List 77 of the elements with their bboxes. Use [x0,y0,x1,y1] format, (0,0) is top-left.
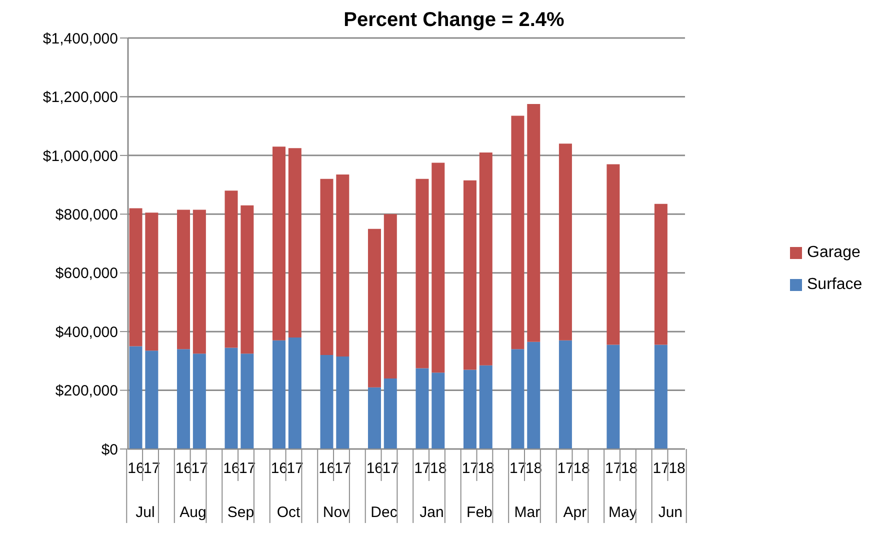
x-tick-label: 17 [382,460,399,477]
text: Jan [420,504,444,521]
x-tick-label: 17 [191,460,208,477]
text: Dec [370,504,398,521]
x-tick-label: 17 [414,460,431,477]
bar [145,212,158,351]
bar [511,116,524,350]
legend-label: Surface [807,276,862,294]
y-tick-label: $400,000 [55,324,118,341]
y-tick-label: $600,000 [55,265,118,282]
bar [479,365,492,449]
bar [240,205,254,354]
bar [192,210,206,354]
y-tick-label: $200,000 [55,382,118,400]
bar [432,372,445,449]
x-tick-label: 17 [286,460,304,477]
x-tick-label: 17 [557,460,574,477]
bar [558,144,572,340]
bar [177,349,190,449]
x-tick-label: 17 [144,460,160,477]
bar [336,174,350,357]
text: Nov [322,504,350,521]
bar [320,355,334,449]
bar [511,349,524,449]
bar [606,164,620,345]
x-tick-label: 17 [239,460,256,477]
bar [224,348,238,449]
text: Feb [466,504,492,521]
bar [336,356,350,449]
bar [224,190,238,348]
x-tick-label: 18 [668,460,686,477]
bar [527,104,540,342]
y-tick-label: $800,000 [55,206,118,224]
bar [606,344,620,449]
bar [654,204,668,345]
legend-label: Garage [807,244,860,262]
bar [272,340,286,449]
bar [145,350,158,449]
y-tick-label: $1,400,000 [42,30,118,48]
text: Apr [563,504,587,521]
bar [288,148,302,338]
bar [320,178,334,356]
text: Mar [514,504,540,521]
text: Aug [180,504,206,521]
bar [384,214,397,379]
bar [527,342,540,449]
bar [384,378,397,449]
bar [177,210,190,350]
bar [463,370,476,449]
x-tick-label: 17 [462,460,478,477]
bar [479,152,492,366]
y-tick-label: $0 [101,441,118,458]
bar [272,146,286,340]
bar [416,178,429,368]
chart-title: Percent Change = 2.4% [342,8,566,32]
bar [368,228,381,388]
bar [416,368,429,449]
bar [240,354,254,449]
bar [368,387,381,449]
text: May [608,504,638,521]
x-tick-label: 17 [334,460,352,477]
bar [129,208,142,346]
bar [288,337,302,449]
text: Sep [227,504,254,521]
x-tick-label: 17 [605,460,622,477]
bar [192,354,206,449]
text: Jun [658,504,683,521]
bar [432,162,445,373]
bar [129,346,142,449]
text: Jul [136,504,155,521]
y-tick-label: $1,000,000 [42,148,118,165]
bar [558,340,572,449]
bar [463,180,476,370]
text: Oct [276,504,301,521]
x-tick-label: 17 [652,460,670,477]
y-tick-label: $1,200,000 [42,89,118,106]
bar [654,344,668,449]
